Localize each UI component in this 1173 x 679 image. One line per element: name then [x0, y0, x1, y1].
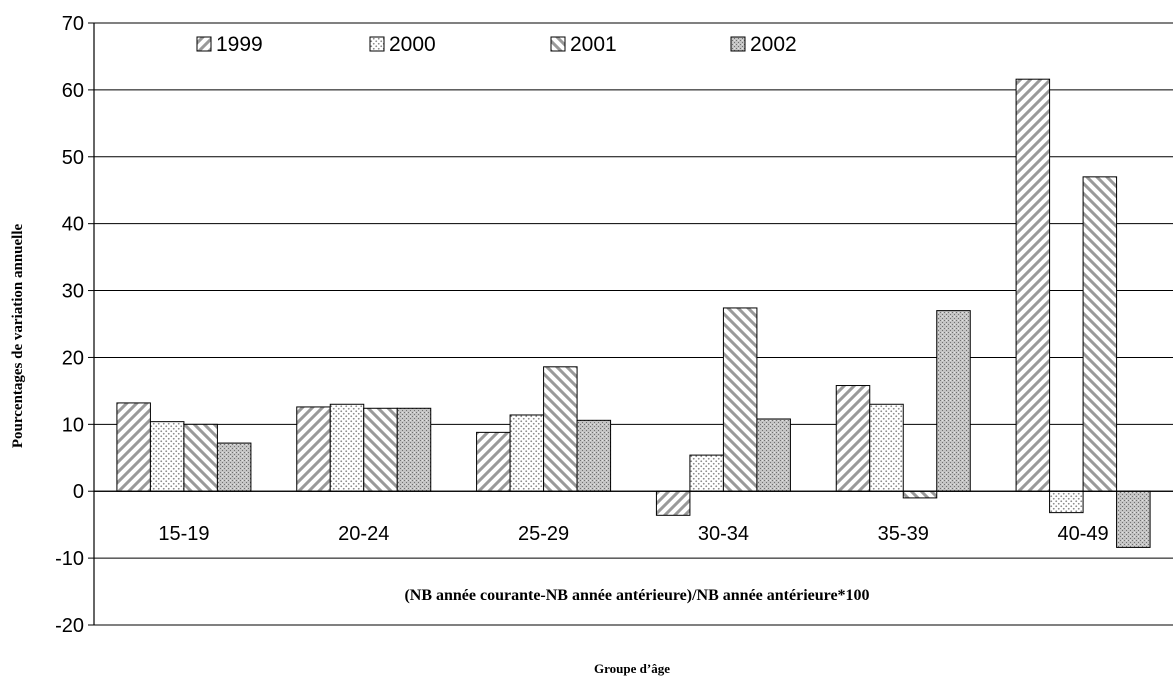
legend-label: 2000	[389, 33, 436, 56]
y-tick-label: 70	[62, 13, 84, 35]
bar-2000-15-19	[149, 421, 185, 492]
bar-2002-30-34	[756, 418, 791, 492]
bar-2000-35-39	[869, 403, 904, 492]
legend-swatch-2001	[550, 36, 566, 52]
legend-swatch-2000	[369, 36, 385, 52]
bar-1999-20-24	[296, 406, 331, 492]
bar-2002-25-29	[576, 419, 612, 492]
x-axis: 15-19 20-24 25-29 30-34 35-39 40-49	[158, 523, 1108, 545]
y-tick-label: 10	[62, 414, 84, 436]
legend-label: 1999	[216, 33, 263, 56]
y-tick-label: -10	[55, 548, 84, 570]
bar-2000-40-49	[1049, 490, 1084, 514]
bar-2002-20-24	[396, 407, 432, 492]
bar-2002-40-49	[1116, 490, 1151, 548]
chart-annotation: (NB année courante-NB année antérieure)/…	[404, 587, 869, 604]
category-label: 40-49	[1058, 523, 1109, 545]
y-tick-label: 0	[73, 481, 84, 503]
category-label: 35-39	[878, 523, 929, 545]
category-label: 15-19	[158, 523, 209, 545]
bar-1999-35-39	[835, 385, 871, 492]
x-axis-label: Groupe d’âge	[594, 661, 670, 676]
y-tick-label: 40	[62, 214, 84, 236]
bar-2001-15-19	[183, 423, 218, 492]
bar-2002-15-19	[216, 442, 252, 492]
legend-swatch-1999	[196, 36, 212, 52]
bar-1999-40-49	[1015, 78, 1051, 492]
legend: 1999 2000 2001 2002	[196, 33, 797, 56]
category-label: 20-24	[338, 523, 389, 545]
bar-1999-15-19	[116, 402, 151, 492]
bars	[116, 78, 1151, 548]
bar-2000-30-34	[689, 454, 724, 492]
bar-2001-25-29	[543, 366, 578, 492]
category-label: 30-34	[698, 523, 749, 545]
bar-1999-30-34	[655, 490, 691, 516]
y-tick-label: 30	[62, 281, 84, 303]
bar-2000-25-29	[509, 414, 545, 492]
y-tick-label: 60	[62, 80, 84, 102]
bar-2002-35-39	[936, 310, 971, 492]
legend-swatch-2002	[730, 36, 746, 52]
y-tick-label: 20	[62, 347, 84, 369]
gridlines	[94, 22, 1173, 626]
bar-2001-35-39	[902, 490, 938, 499]
legend-label: 2002	[750, 33, 797, 56]
bar-2000-20-24	[329, 403, 365, 492]
bar-1999-25-29	[476, 431, 511, 492]
bar-2001-40-49	[1082, 176, 1118, 492]
bar-2001-20-24	[363, 407, 398, 492]
axes	[93, 23, 1173, 625]
y-axis-label: Pourcentages de variation annuelle	[10, 224, 26, 449]
y-tick-label: 50	[62, 147, 84, 169]
y-axis: 70 60 50 40 30 20 10 0 -10 -20	[55, 13, 94, 637]
bar-2001-30-34	[722, 307, 758, 492]
y-tick-label: -20	[55, 615, 84, 637]
category-label: 25-29	[518, 523, 569, 545]
legend-label: 2001	[570, 33, 617, 56]
